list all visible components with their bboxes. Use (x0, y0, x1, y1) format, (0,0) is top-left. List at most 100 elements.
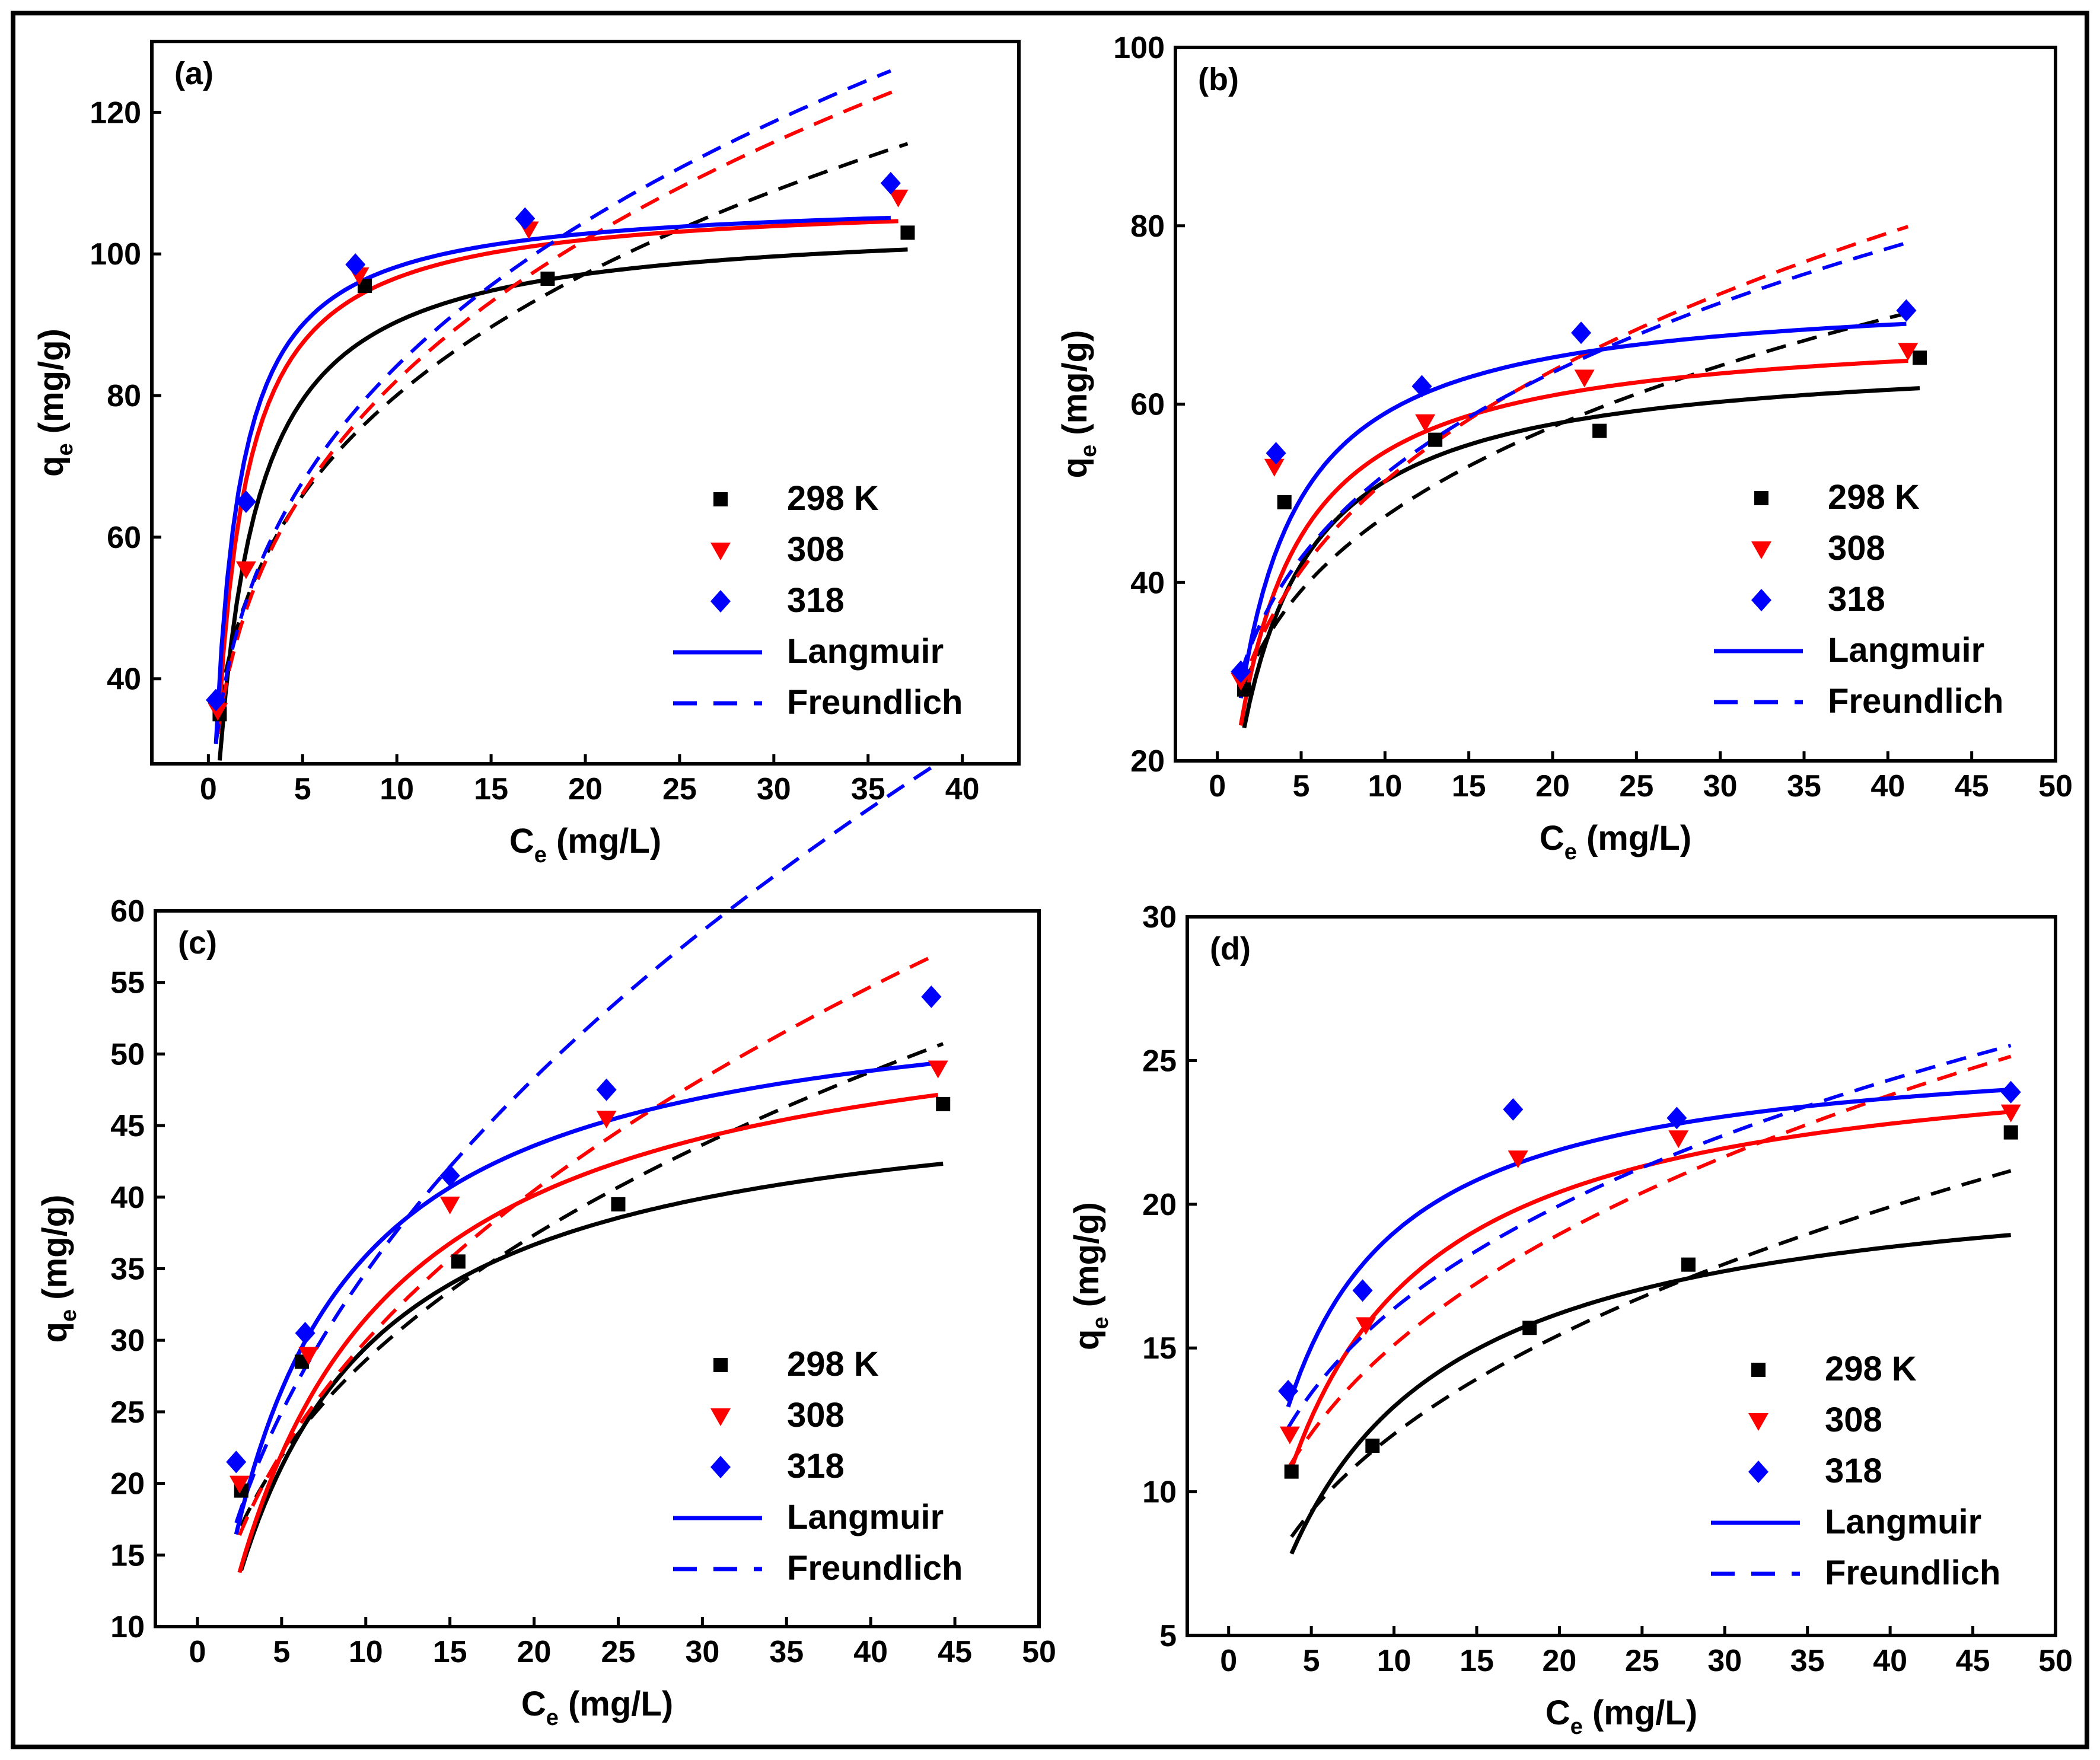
data-point-318 (439, 1164, 460, 1187)
data-point-298 (1681, 1257, 1696, 1272)
freundlich-curve-308 (238, 952, 939, 1536)
y-tick-label: 60 (107, 521, 141, 555)
x-tick-label: 5 (294, 772, 311, 806)
data-point-298 (2003, 1125, 2018, 1140)
legend-marker-298 (713, 1358, 728, 1372)
legend-marker-308 (710, 1408, 731, 1426)
legend-marker-318 (710, 1456, 731, 1478)
y-axis-title: qe (mg/g) (32, 329, 78, 477)
langmuir-curve-308 (215, 219, 898, 734)
data-point-318 (235, 490, 256, 514)
legend-label: 308 (787, 1396, 845, 1434)
data-point-318 (1352, 1279, 1373, 1302)
x-tick-label: 30 (685, 1635, 719, 1669)
x-tick-label: 45 (1955, 769, 1989, 804)
x-tick-label: 15 (474, 772, 508, 806)
y-tick-label: 15 (110, 1538, 145, 1573)
data-point-318 (515, 207, 536, 230)
data-point-308 (928, 1060, 948, 1079)
legend-marker-308 (710, 543, 731, 560)
data-point-308 (229, 1475, 250, 1494)
x-tick-label: 50 (1022, 1635, 1056, 1669)
data-point-308 (1356, 1317, 1376, 1335)
panel-2: 0 5 10 15 20 25 30 35 40 45 50 20 40 60 80 100 (b) Ce (mg… (1056, 31, 2073, 865)
freundlich-curve-318 (234, 766, 933, 1524)
legend: 298 K 308 318 Langmuir Freundlich (673, 1345, 963, 1587)
y-tick-label: 30 (1142, 900, 1177, 935)
x-tick-label: 0 (1209, 769, 1226, 804)
data-point-308 (1898, 343, 1919, 361)
panel-label: (a) (174, 56, 213, 91)
x-tick-label: 15 (1460, 1644, 1494, 1678)
x-tick-label: 40 (1870, 769, 1905, 804)
y-tick-label: 20 (1142, 1188, 1177, 1222)
langmuir-curve-318 (234, 1061, 932, 1535)
langmuir-curve-318 (213, 215, 891, 744)
y-tick-label: 25 (1142, 1044, 1177, 1078)
freundlich-curve-298 (1290, 1169, 2012, 1538)
data-point-298 (540, 272, 555, 286)
data-point-298 (1913, 350, 1927, 365)
x-tick-label: 5 (1293, 769, 1310, 804)
legend-label: 318 (1825, 1452, 1882, 1490)
panel-label: (c) (178, 925, 217, 961)
plot-frame (1186, 915, 2057, 1637)
x-tick-label: 0 (1220, 1644, 1237, 1678)
data-point-318 (596, 1078, 617, 1101)
y-tick-label: 10 (1142, 1475, 1177, 1510)
y-tick-label: 80 (107, 379, 141, 413)
legend-marker-298 (1751, 1363, 1766, 1377)
x-tick-label: 10 (380, 772, 414, 806)
y-tick-label: 5 (1159, 1619, 1177, 1653)
data-point-318 (295, 1322, 316, 1345)
panel-label: (d) (1210, 931, 1251, 967)
data-point-318 (345, 253, 366, 276)
legend: 298 K 308 318 Langmuir Freundlich (1714, 478, 2003, 720)
y-tick-label: 60 (1130, 388, 1165, 422)
x-tick-label: 35 (769, 1635, 804, 1669)
panel-1: 0 5 10 15 20 25 30 35 40 40 60 80 100 120 (a) Ce (mg/L)… (32, 40, 1021, 868)
legend-label: 318 (1828, 580, 1885, 618)
langmuir-curve-318 (1286, 1087, 2011, 1408)
data-point-318 (1503, 1098, 1524, 1121)
langmuir-curve-318 (1238, 321, 1907, 699)
legend: 298 K 308 318 Langmuir Freundlich (673, 479, 963, 722)
x-tick-label: 10 (349, 1635, 383, 1669)
data-point-318 (1231, 660, 1251, 683)
legend-label: 308 (787, 530, 845, 569)
x-tick-label: 30 (1703, 769, 1738, 804)
freundlich-curve-298 (240, 1042, 944, 1527)
y-tick-label: 60 (110, 894, 145, 929)
data-point-308 (1508, 1150, 1528, 1169)
legend-label: Langmuir (787, 632, 944, 671)
x-tick-label: 20 (517, 1635, 552, 1669)
x-tick-label: 30 (757, 772, 791, 806)
data-point-318 (206, 688, 227, 712)
data-point-308 (596, 1111, 617, 1129)
y-tick-label: 10 (110, 1610, 145, 1644)
legend-label: Langmuir (1828, 631, 1984, 669)
x-tick-label: 45 (938, 1635, 972, 1669)
data-point-298 (936, 1096, 951, 1111)
y-tick-label: 50 (110, 1037, 145, 1072)
x-tick-label: 35 (1790, 1644, 1825, 1678)
x-tick-label: 50 (2038, 1644, 2073, 1678)
y-axis-title: qe (mg/g) (36, 1195, 81, 1343)
y-tick-label: 20 (1130, 744, 1165, 779)
data-point-318 (880, 171, 901, 195)
panel-3: 0 5 10 15 20 25 30 35 40 45 5010152025303540455055… (36, 766, 1056, 1730)
langmuir-curve-308 (1238, 359, 1908, 726)
legend-marker-318 (710, 590, 731, 613)
data-point-308 (1574, 369, 1595, 388)
x-tick-label: 25 (601, 1635, 636, 1669)
data-point-298 (451, 1254, 466, 1269)
y-tick-label: 25 (110, 1395, 145, 1430)
data-point-298 (1592, 423, 1607, 438)
x-tick-label: 20 (568, 772, 603, 806)
x-tick-label: 10 (1368, 769, 1402, 804)
data-point-318 (226, 1450, 247, 1474)
x-tick-label: 35 (1787, 769, 1821, 804)
x-tick-label: 5 (273, 1635, 290, 1669)
y-tick-label: 40 (1130, 566, 1165, 600)
